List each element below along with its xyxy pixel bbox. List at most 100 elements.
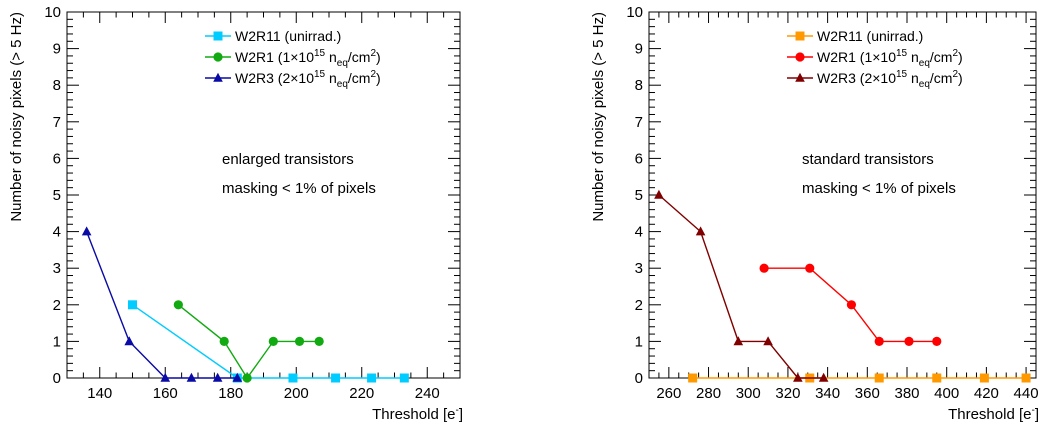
data-point [818, 372, 829, 382]
y-tick-label: 2 [53, 297, 61, 314]
data-point [186, 372, 197, 382]
annotation: masking < 1% of pixels [802, 180, 956, 197]
data-point [331, 373, 341, 383]
x-tick-label: 240 [415, 385, 440, 402]
y-tick-label: 1 [53, 333, 61, 350]
y-tick-label: 9 [635, 41, 643, 58]
legend-label: W2R11 (unirrad.) [235, 28, 341, 44]
data-point [294, 336, 305, 346]
x-tick-label: 320 [775, 385, 800, 402]
data-point [242, 373, 252, 383]
data-point [654, 189, 664, 199]
series-2 [759, 263, 942, 346]
data-point [1021, 373, 1031, 383]
series-2 [173, 300, 324, 383]
data-point [399, 373, 409, 383]
y-tick-label: 4 [53, 224, 61, 241]
data-point [128, 300, 137, 310]
series-line [658, 194, 824, 379]
data-point [173, 300, 183, 310]
y-tick-label: 6 [635, 150, 643, 167]
y-tick-label: 4 [635, 224, 643, 241]
data-point [124, 336, 135, 346]
y-tick-label: 10 [44, 4, 61, 21]
data-point [219, 336, 229, 346]
y-tick-label: 1 [635, 333, 643, 350]
x-tick-label: 380 [894, 385, 919, 402]
x-tick-label: 360 [855, 385, 880, 402]
chart-panel-1: 140 160 180 200 220 240 0 1 2 3 4 5 6 7 8 9 10 Threshold … [8, 4, 463, 423]
data-point [904, 336, 914, 346]
y-tick-label: 8 [635, 77, 643, 94]
data-point [932, 373, 942, 383]
y-tick-label: 3 [53, 260, 61, 277]
y-tick-label: 8 [53, 77, 61, 94]
series-3 [654, 189, 829, 382]
y-tick-label: 10 [626, 4, 643, 21]
data-point [288, 373, 298, 383]
chart-panel-2: 260 280 300 320 340 360 380 400 420 440 0 1 2 3 4 5 6 7 8 9… [590, 4, 1039, 423]
x-tick-label: 200 [284, 385, 309, 402]
x-tick-label: 440 [1014, 385, 1039, 402]
legend: W2R11 (unirrad.) W2R1 (1×1015 neq/cm2)W2R… [787, 28, 963, 90]
data-point [932, 336, 942, 346]
data-point [979, 373, 989, 383]
data-point [846, 300, 857, 310]
series-3 [81, 226, 243, 382]
series-line [764, 267, 937, 343]
x-tick-label: 180 [218, 385, 243, 402]
data-point [763, 336, 773, 346]
x-axis-label: Threshold [e-] [372, 405, 463, 423]
series-line [132, 304, 405, 379]
x-tick-label: 280 [696, 385, 721, 402]
data-point [805, 263, 815, 273]
data-point [793, 372, 803, 382]
x-tick-label: 340 [815, 385, 840, 402]
y-tick-label: 5 [635, 187, 643, 204]
legend-marker [213, 52, 223, 62]
y-axis-label: Number of noisy pixels (> 5 Hz) [590, 12, 607, 222]
x-tick-label: 420 [974, 385, 999, 402]
y-tick-label: 7 [53, 114, 61, 131]
x-tick-label: 220 [349, 385, 374, 402]
x-tick-label: 140 [87, 385, 112, 402]
data-point [874, 373, 884, 383]
legend-marker [795, 31, 805, 41]
legend-marker [795, 72, 805, 82]
legend-label: W2R3 (2×1015 neq/cm2) [235, 69, 381, 90]
data-point [874, 336, 884, 346]
x-tick-label: 260 [656, 385, 681, 402]
data-point [212, 372, 223, 382]
y-tick-label: 0 [635, 370, 643, 387]
legend-label: W2R1 (1×1015 neq/cm2) [235, 48, 381, 69]
annotation: enlarged transistors [222, 151, 354, 168]
data-point [81, 226, 92, 236]
data-point [695, 226, 706, 236]
data-point [314, 336, 324, 346]
legend-label: W2R3 (2×1015 neq/cm2) [817, 69, 963, 90]
y-tick-label: 5 [53, 187, 61, 204]
legend-marker [795, 52, 805, 62]
x-axis-label: Threshold [e-] [948, 405, 1039, 423]
data-point [733, 336, 744, 346]
legend-label: W2R11 (unirrad.) [817, 28, 923, 44]
series-1 [688, 373, 1031, 383]
legend: W2R11 (unirrad.) W2R1 (1×1015 neq/cm2)W2R… [205, 28, 381, 90]
x-tick-label: 300 [736, 385, 761, 402]
x-tick-label: 400 [934, 385, 959, 402]
x-tick-label: 160 [153, 385, 178, 402]
legend-marker [213, 72, 223, 82]
data-point [160, 372, 171, 382]
y-tick-label: 2 [635, 297, 643, 314]
data-point [688, 373, 698, 383]
y-tick-label: 7 [635, 114, 643, 131]
series-1 [128, 300, 409, 383]
data-point [268, 336, 278, 346]
y-axis-label: Number of noisy pixels (> 5 Hz) [8, 12, 25, 222]
data-point [232, 372, 243, 382]
y-tick-label: 9 [53, 41, 61, 58]
legend-marker [213, 31, 223, 41]
y-tick-label: 3 [635, 260, 643, 277]
y-tick-label: 0 [53, 370, 61, 387]
